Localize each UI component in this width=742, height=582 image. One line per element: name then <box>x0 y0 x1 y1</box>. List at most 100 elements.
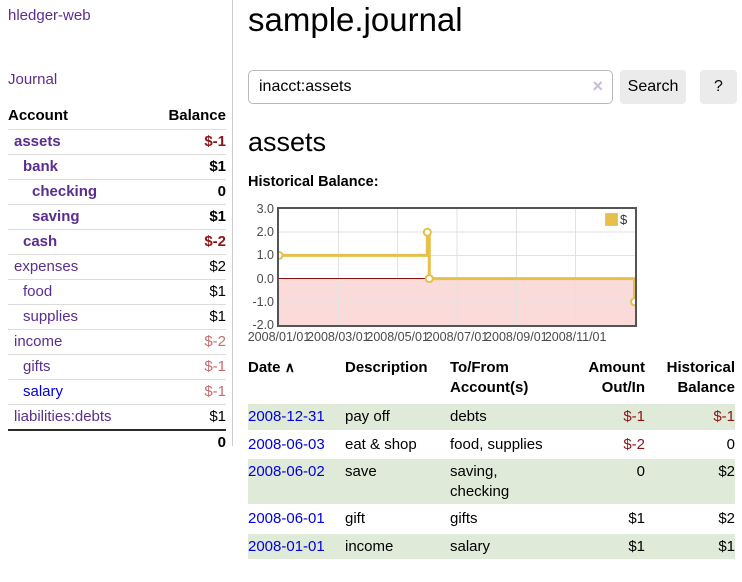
account-balance: $1 <box>209 208 226 225</box>
transaction-date-link[interactable]: 2008-06-01 <box>248 510 325 527</box>
transaction-accounts-cell: saving, checking <box>450 458 562 506</box>
sidebar-account-row: checking 0 <box>8 179 226 205</box>
x-axis-tick-label: 2008/03/01 <box>307 330 370 344</box>
transaction-date-cell: 2008-01-01 <box>248 532 345 561</box>
col-header-date-label: Date <box>248 359 281 376</box>
transaction-balance-cell: $-1 <box>645 404 735 432</box>
account-balance: $-2 <box>204 333 226 350</box>
x-axis-tick-label: 2008/11/01 <box>544 330 607 344</box>
transaction-date-link[interactable]: 2008-12-31 <box>248 408 325 425</box>
legend-swatch-icon <box>605 213 618 226</box>
col-header-date[interactable]: Date ∧ <box>248 358 345 404</box>
transaction-amount-cell: $1 <box>562 532 645 561</box>
account-balance: $-1 <box>204 383 226 400</box>
account-balance: $1 <box>209 283 226 300</box>
sidebar-account-link[interactable]: salary <box>23 383 64 400</box>
account-balance: $2 <box>209 258 226 275</box>
page-title: sample.journal <box>248 1 463 38</box>
sidebar-account-row: assets $-1 <box>8 129 226 155</box>
chart-title: Historical Balance: <box>248 174 379 190</box>
x-axis-tick-label: 2008/07/01 <box>425 330 489 344</box>
transaction-accounts-cell: gifts <box>450 505 562 534</box>
sidebar-account-link[interactable]: liabilities:debts <box>14 408 112 425</box>
col-header-balance: Historical Balance <box>666 359 735 396</box>
x-axis-tick-label: 2008/09/01 <box>485 330 548 344</box>
transaction-accounts-cell: salary <box>450 532 562 561</box>
col-header-accounts: To/From Account(s) <box>450 359 529 396</box>
transaction-amount-cell: $-1 <box>562 404 645 432</box>
sidebar-account-link[interactable]: assets <box>14 133 61 150</box>
transaction-amount-cell: 0 <box>562 458 645 506</box>
sidebar-account-row: expenses $2 <box>8 254 226 280</box>
transaction-date-cell: 2008-12-31 <box>248 404 345 432</box>
accounts-header-row: Account Balance <box>8 104 226 130</box>
transaction-description-cell: save <box>345 458 450 506</box>
search-help-button[interactable]: ? <box>700 70 737 104</box>
historical-balance-chart: 3.0 2.0 1.0 0.0 -1.0 -2.0 2008/01/01 2008/03/0… <box>248 200 742 350</box>
sidebar-account-row: bank $1 <box>8 154 226 180</box>
sidebar-account-link[interactable]: expenses <box>14 258 79 275</box>
transaction-amount-cell: $1 <box>562 505 645 534</box>
sidebar-account-row: supplies $1 <box>8 304 226 330</box>
sidebar-account-link[interactable]: food <box>23 283 53 300</box>
legend-label: $ <box>620 212 628 227</box>
app-title-link[interactable]: hledger-web <box>8 7 91 24</box>
sidebar-account-link[interactable]: gifts <box>23 358 51 375</box>
account-balance: $-1 <box>204 133 226 150</box>
transaction-description-cell: gift <box>345 505 450 534</box>
y-axis-tick-label: -2.0 <box>252 318 274 332</box>
sidebar-account-link[interactable]: bank <box>23 158 59 175</box>
transaction-date-link[interactable]: 2008-01-01 <box>248 537 325 555</box>
register-header-row: Date ∧ Description To/From Account(s) Am… <box>248 358 735 404</box>
chart-line-layer <box>279 209 635 325</box>
table-row: 2008-12-31 pay off debts $-1 $-1 <box>248 404 735 432</box>
y-axis-tick-label: -1.0 <box>252 294 274 309</box>
sort-ascending-icon: ∧ <box>284 359 295 375</box>
transaction-balance-cell: $1 <box>645 532 735 561</box>
transaction-balance-cell: $2 <box>645 458 735 506</box>
sidebar-account-link[interactable]: checking <box>32 183 98 200</box>
y-axis-tick-label: 1.0 <box>256 248 274 263</box>
y-axis-tick-label: 0.0 <box>256 271 274 286</box>
sidebar-account-row: liabilities:debts $1 <box>8 404 226 430</box>
transaction-date-cell: 2008-06-02 <box>248 458 345 506</box>
sidebar-account-row: saving $1 <box>8 204 226 230</box>
table-row: 2008-01-01 income salary $1 $1 <box>248 532 735 561</box>
accounts-total-balance: 0 <box>148 429 226 455</box>
sidebar-account-link[interactable]: cash <box>23 233 58 250</box>
account-balance: $-1 <box>204 358 226 375</box>
transaction-accounts-cell: debts <box>450 404 562 432</box>
sidebar-item-journal[interactable]: Journal <box>8 71 58 88</box>
sidebar-account-link[interactable]: income <box>14 333 63 350</box>
transaction-date-cell: 2008-06-03 <box>248 430 345 459</box>
clear-search-icon[interactable]: × <box>592 76 603 96</box>
search-input-wrap: × <box>248 70 613 104</box>
account-balance: $-2 <box>204 233 226 250</box>
table-row: 2008-06-02 save saving, checking 0 $2 <box>248 458 735 506</box>
sidebar-account-row: cash $-2 <box>8 229 226 255</box>
x-axis-tick-label: 2008/01/01 <box>247 330 311 344</box>
accounts-table: Account Balance assets $-1 bank $1 checking 0… <box>8 104 226 455</box>
sidebar-account-link[interactable]: saving <box>32 208 80 225</box>
col-header-description: Description <box>345 359 428 376</box>
search-input[interactable] <box>248 70 613 104</box>
sidebar-account-row: income $-2 <box>8 329 226 355</box>
sidebar-account-link[interactable]: supplies <box>23 308 79 325</box>
transaction-date-link[interactable]: 2008-06-02 <box>248 463 325 480</box>
col-header-amount: Amount Out/In <box>588 359 645 396</box>
sidebar-account-row: salary $-1 <box>8 379 226 405</box>
transaction-description-cell: eat & shop <box>345 430 450 459</box>
transaction-date-link[interactable]: 2008-06-03 <box>248 435 325 453</box>
transaction-date-cell: 2008-06-01 <box>248 505 345 534</box>
table-row: 2008-06-01 gift gifts $1 $2 <box>248 505 735 534</box>
search-button[interactable]: Search <box>620 70 686 104</box>
main-content: sample.journal × Search ? assets Histori… <box>248 0 742 582</box>
transaction-balance-cell: 0 <box>645 430 735 459</box>
chart-legend: $ <box>604 211 629 228</box>
accounts-header-balance: Balance <box>168 107 226 124</box>
account-balance: 0 <box>217 183 226 200</box>
accounts-total-row: 0 <box>8 429 226 455</box>
account-heading: assets <box>248 127 327 157</box>
account-balance: $1 <box>209 308 226 325</box>
transaction-description-cell: income <box>345 532 450 561</box>
